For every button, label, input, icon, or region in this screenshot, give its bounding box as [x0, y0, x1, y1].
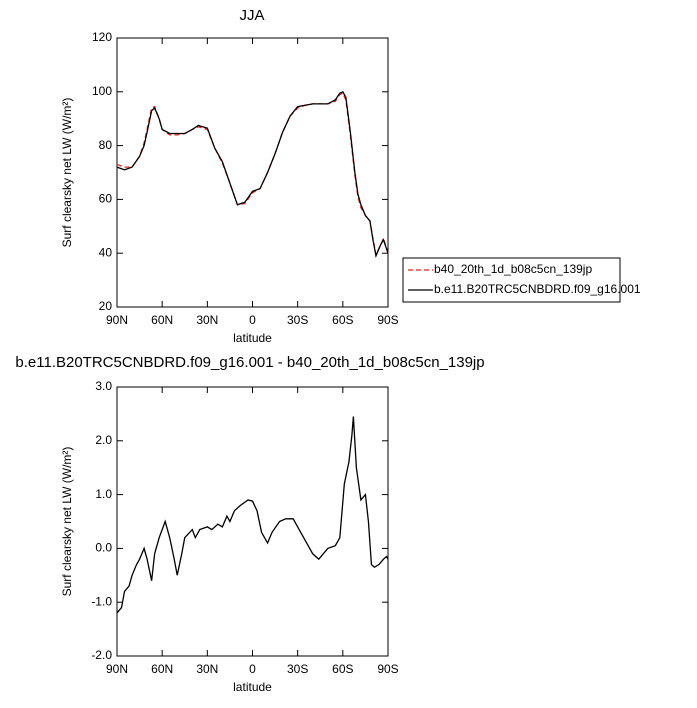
x-tick-label: 30N [196, 313, 218, 327]
x-tick-label: 30N [196, 662, 218, 676]
x-tick-label: 60S [332, 662, 353, 676]
y-tick-label: -2.0 [91, 648, 112, 662]
chart-title: b.e11.B20TRC5CNBDRD.f09_g16.001 - b40_20… [15, 354, 484, 371]
x-tick-label: 60S [332, 313, 353, 327]
x-tick-label: 0 [249, 662, 256, 676]
y-axis-label: Surf clearsky net LW (W/m²) [60, 447, 74, 597]
chart-title: JJA [239, 7, 264, 24]
y-tick-label: 1.0 [95, 487, 112, 501]
y-tick-label: 80 [99, 138, 113, 152]
data-line [116, 92, 389, 257]
x-axis-label: latitude [233, 680, 272, 694]
y-tick-label: 100 [92, 84, 112, 98]
x-tick-label: 90S [377, 662, 398, 676]
y-tick-label: 2.0 [95, 433, 112, 447]
x-tick-label: 90N [106, 313, 128, 327]
x-tick-label: 60N [151, 313, 173, 327]
x-tick-label: 90N [106, 662, 128, 676]
plot-frame [116, 386, 389, 657]
x-axis-label: latitude [233, 331, 272, 345]
y-tick-label: 60 [99, 192, 113, 206]
legend-box [402, 257, 621, 303]
plot-frame [116, 37, 389, 308]
data-line [116, 416, 389, 614]
legend-label: b.e11.B20TRC5CNBDRD.f09_g16.001 [434, 282, 641, 296]
y-tick-label: 3.0 [95, 379, 112, 393]
y-tick-label: 120 [92, 30, 112, 44]
data-line [116, 90, 389, 259]
legend-label: b40_20th_1d_b08c5cn_139jp [434, 262, 592, 276]
y-tick-label: 40 [99, 245, 113, 259]
x-tick-label: 30S [287, 313, 308, 327]
x-tick-label: 0 [249, 313, 256, 327]
y-tick-label: 0.0 [95, 541, 112, 555]
y-tick-label: -1.0 [91, 594, 112, 608]
x-tick-label: 30S [287, 662, 308, 676]
y-axis-label: Surf clearsky net LW (W/m²) [60, 98, 74, 248]
y-tick-label: 20 [99, 299, 113, 313]
x-tick-label: 60N [151, 662, 173, 676]
x-tick-label: 90S [377, 313, 398, 327]
